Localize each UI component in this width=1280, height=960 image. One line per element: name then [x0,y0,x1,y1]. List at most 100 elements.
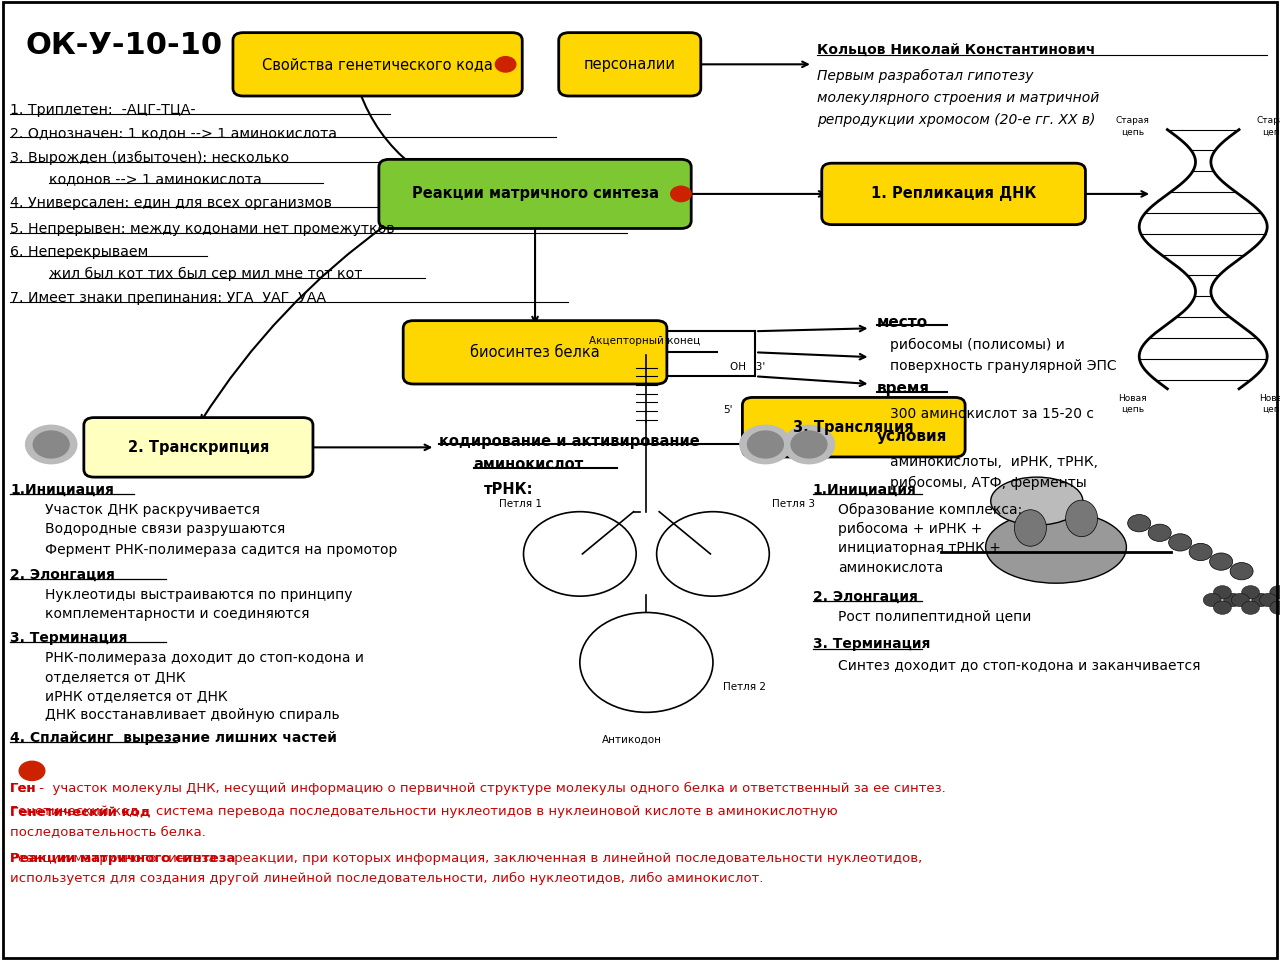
Text: Рост полипептидной цепи: Рост полипептидной цепи [838,609,1032,623]
Text: 7. Имеет знаки препинания: УГА  УАГ  УАА: 7. Имеет знаки препинания: УГА УАГ УАА [10,291,326,305]
Text: 2. Элонгация: 2. Элонгация [10,567,115,582]
Circle shape [1203,593,1221,607]
Text: ОК-У-10-10: ОК-У-10-10 [26,31,223,60]
Text: 4. Сплайсинг  вырезание лишних частей: 4. Сплайсинг вырезание лишних частей [10,731,337,745]
Text: Синтез доходит до стоп-кодона и заканчивается: Синтез доходит до стоп-кодона и заканчив… [838,658,1201,672]
Text: аминокислоты,  иРНК, тРНК,: аминокислоты, иРНК, тРНК, [890,455,1097,469]
Text: Свойства генетического кода: Свойства генетического кода [262,57,493,72]
Circle shape [1224,593,1242,607]
Text: репродукции хромосом (20-е гг. ХХ в): репродукции хромосом (20-е гг. ХХ в) [817,113,1094,128]
Circle shape [1213,601,1231,614]
Circle shape [1213,586,1231,599]
Text: Образование комплекса:: Образование комплекса: [838,503,1023,517]
Text: Новая: Новая [1119,394,1147,402]
Text: аминокислота: аминокислота [838,561,943,575]
Text: Старая: Старая [1116,116,1149,125]
Text: место: место [877,315,928,330]
Text: Акцепторный конец: Акцепторный конец [589,336,700,346]
Circle shape [1242,601,1260,614]
Circle shape [1169,534,1192,551]
Text: Петля 1: Петля 1 [499,499,543,509]
Text: Реакции матричного синтеза: Реакции матричного синтеза [412,186,658,202]
FancyBboxPatch shape [84,418,312,477]
Text: иРНК отделяется от ДНК: иРНК отделяется от ДНК [45,689,228,704]
Text: 3. Терминация: 3. Терминация [813,637,931,652]
Text: Петля 3: Петля 3 [772,499,815,509]
FancyBboxPatch shape [559,33,701,96]
Text: 6. Неперекрываем: 6. Неперекрываем [10,245,148,259]
Text: 2. Элонгация: 2. Элонгация [813,589,918,604]
Text: тРНК:: тРНК: [484,482,534,497]
Text: Реакции матричного синтеза -  реакции, при которых информация, заключенная в лин: Реакции матричного синтеза - реакции, пр… [10,852,923,866]
Text: аминокислот: аминокислот [474,457,584,472]
Text: Ген -  участок молекулы ДНК, несущий информацию о первичной структуре молекулы о: Ген - участок молекулы ДНК, несущий инфо… [10,782,946,796]
Text: последовательность белка.: последовательность белка. [10,825,206,838]
Text: 3. Трансляция: 3. Трансляция [794,420,914,435]
Circle shape [1230,563,1253,580]
Circle shape [783,425,835,464]
Circle shape [1270,601,1280,614]
Circle shape [33,431,69,458]
Text: 3. Терминация: 3. Терминация [10,631,128,645]
Text: Участок ДНК раскручивается: Участок ДНК раскручивается [45,503,260,517]
Text: биосинтез белка: биосинтез белка [470,345,600,360]
Text: комплементарности и соединяются: комплементарности и соединяются [45,607,310,621]
Circle shape [1242,586,1260,599]
Circle shape [791,431,827,458]
Circle shape [495,57,516,72]
Text: Генетический код -  система перевода последовательности нуклеотидов в нуклеиново: Генетический код - система перевода посл… [10,805,838,819]
FancyBboxPatch shape [403,321,667,384]
Text: цепь: цепь [1121,405,1144,414]
Text: цепь: цепь [1262,128,1280,136]
FancyBboxPatch shape [822,163,1085,225]
Text: Фермент РНК-полимераза садится на промотор: Фермент РНК-полимераза садится на промот… [45,543,397,558]
Circle shape [1260,593,1277,607]
Circle shape [26,425,77,464]
FancyBboxPatch shape [379,159,691,228]
Text: ДНК восстанавливает двойную спираль: ДНК восстанавливает двойную спираль [45,708,339,723]
Text: 3. Вырожден (избыточен): несколько: 3. Вырожден (избыточен): несколько [10,151,289,165]
Ellipse shape [1014,510,1046,546]
Text: ОН   3': ОН 3' [730,362,765,372]
Text: Старая: Старая [1257,116,1280,125]
Circle shape [1270,586,1280,599]
Text: 300 аминокислот за 15-20 с: 300 аминокислот за 15-20 с [890,407,1093,421]
Text: рибосома + иРНК +: рибосома + иРНК + [838,522,983,537]
Text: Кольцов Николай Константинович: Кольцов Николай Константинович [817,43,1094,58]
Text: используется для создания другой линейной последовательности, либо нуклеотидов, : используется для создания другой линейно… [10,872,764,885]
Text: рибосомы (полисомы) и: рибосомы (полисомы) и [890,338,1065,352]
Circle shape [1189,543,1212,561]
Circle shape [1252,593,1270,607]
Text: 5': 5' [723,405,732,415]
Circle shape [1231,593,1249,607]
Ellipse shape [991,477,1083,525]
Text: 2. Однозначен: 1 кодон --> 1 аминокислота: 2. Однозначен: 1 кодон --> 1 аминокислот… [10,126,337,140]
Text: цепь: цепь [1262,405,1280,414]
Circle shape [19,761,45,780]
Ellipse shape [1065,500,1097,537]
Circle shape [748,431,783,458]
Text: 1.Инициация: 1.Инициация [813,483,916,497]
Text: время: время [877,381,929,396]
Text: Водородные связи разрушаются: Водородные связи разрушаются [45,522,285,537]
FancyBboxPatch shape [742,397,965,457]
Text: отделяется от ДНК: отделяется от ДНК [45,670,186,684]
Text: 5. Непрерывен: между кодонами нет промежутков: 5. Непрерывен: между кодонами нет промеж… [10,222,394,236]
Text: Нуклеотиды выстраиваются по принципу: Нуклеотиды выстраиваются по принципу [45,588,352,602]
Text: Ген: Ген [10,782,37,796]
Text: поверхность гранулярной ЭПС: поверхность гранулярной ЭПС [890,359,1116,373]
Text: Реакции матричного синтеза: Реакции матричного синтеза [10,852,236,866]
Text: цепь: цепь [1121,128,1144,136]
Text: Первым разработал гипотезу: Первым разработал гипотезу [817,69,1033,84]
Text: Генетический код: Генетический код [10,805,151,819]
Circle shape [1148,524,1171,541]
Text: 1. Триплетен:  -АЦГ-ТЦА-: 1. Триплетен: -АЦГ-ТЦА- [10,103,196,117]
Text: 1. Репликация ДНК: 1. Репликация ДНК [870,186,1037,202]
Text: молекулярного строения и матричной: молекулярного строения и матричной [817,91,1100,106]
Circle shape [1128,515,1151,532]
Text: инициаторная тРНК +: инициаторная тРНК + [838,541,1001,556]
Text: 1.Инициация: 1.Инициация [10,483,114,497]
Text: рибосомы, АТФ, ферменты: рибосомы, АТФ, ферменты [890,476,1087,491]
Text: 4. Универсален: един для всех организмов: 4. Универсален: един для всех организмов [10,196,332,210]
Text: кодонов --> 1 аминокислота: кодонов --> 1 аминокислота [49,172,261,186]
